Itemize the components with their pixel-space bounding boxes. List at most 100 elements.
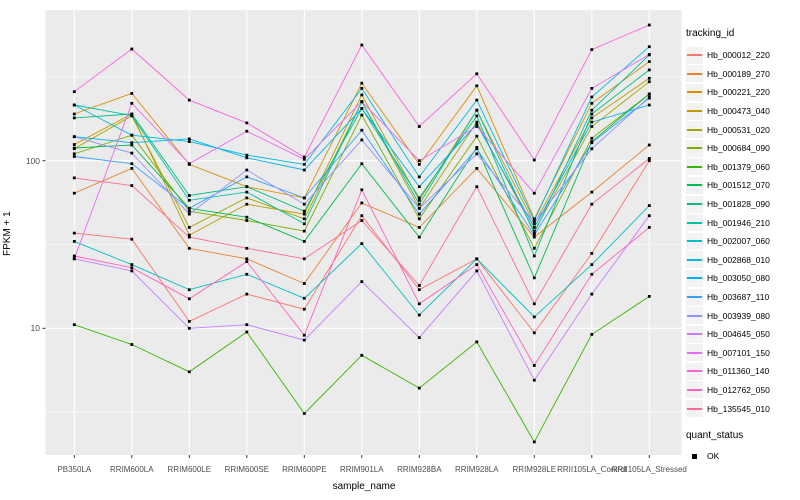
legend-item: Hb_000012_220 — [686, 46, 798, 65]
data-point — [245, 190, 249, 194]
legend-item-label: Hb_000012_220 — [707, 50, 770, 61]
data-point — [130, 343, 134, 346]
x-tick-label: PB350LA — [57, 465, 92, 474]
data-point — [475, 114, 479, 118]
data-point — [245, 175, 249, 179]
data-point — [647, 45, 651, 49]
legend-item: Hb_003939_080 — [686, 306, 798, 325]
data-point — [360, 138, 364, 142]
data-point — [475, 72, 479, 76]
data-point — [130, 237, 134, 241]
data-point — [647, 68, 651, 72]
data-point — [475, 340, 479, 344]
data-point — [532, 219, 536, 222]
data-point — [647, 60, 651, 63]
data-point — [130, 141, 134, 145]
data-point — [417, 196, 421, 200]
data-point — [590, 116, 594, 120]
legend-item-label: Hb_000473_040 — [707, 106, 770, 117]
data-point — [532, 378, 536, 382]
legend-item-label: Hb_000221_220 — [707, 87, 770, 98]
data-point — [187, 246, 191, 250]
data-point — [475, 185, 479, 189]
legend-item-label: Hb_000189_270 — [707, 68, 770, 79]
data-point — [187, 140, 191, 143]
data-point — [130, 101, 134, 105]
legend-item: Hb_003050_080 — [686, 269, 798, 288]
data-point — [187, 209, 191, 213]
data-point — [245, 257, 249, 261]
data-point — [130, 92, 134, 95]
data-point — [72, 240, 76, 243]
data-point — [245, 330, 249, 334]
data-point — [360, 219, 364, 222]
data-point — [532, 226, 536, 229]
data-point — [590, 108, 594, 112]
data-point — [302, 168, 306, 172]
legend-key-icon — [686, 269, 703, 287]
legend-item: Hb_011360_140 — [686, 362, 798, 381]
data-point — [360, 188, 364, 192]
data-point — [647, 76, 651, 80]
data-point — [130, 151, 134, 155]
data-point — [302, 412, 306, 415]
data-point — [302, 212, 306, 216]
data-point — [647, 226, 651, 229]
data-point — [302, 307, 306, 311]
legend-item-label: Hb_003939_080 — [707, 310, 770, 321]
data-point — [360, 353, 364, 357]
data-point — [647, 214, 651, 218]
data-point — [532, 254, 536, 258]
data-point — [590, 125, 594, 128]
data-point — [475, 98, 479, 102]
data-point — [187, 320, 191, 323]
data-point — [360, 81, 364, 85]
data-point — [302, 157, 306, 161]
data-point — [475, 147, 479, 151]
legend-key-icon — [686, 139, 703, 157]
data-point — [187, 326, 191, 330]
data-point — [72, 135, 76, 139]
data-point — [590, 333, 594, 336]
data-point — [590, 95, 594, 99]
data-point — [72, 176, 76, 180]
data-point — [475, 120, 479, 124]
legend-item-label: Hb_004645_050 — [707, 329, 770, 340]
data-point — [590, 147, 594, 151]
x-tick-label: RRIM600LA — [110, 465, 154, 474]
data-point — [245, 185, 249, 189]
data-point — [245, 292, 249, 296]
quant-status-title: quant_status — [686, 429, 744, 441]
data-point — [532, 231, 536, 235]
legend-item: Hb_001379_060 — [686, 158, 798, 177]
legend-item: Hb_003687_110 — [686, 288, 798, 307]
data-point — [245, 215, 249, 219]
data-point — [245, 202, 249, 206]
data-point — [532, 315, 536, 319]
data-point — [130, 263, 134, 266]
legend-item: Hb_001946_210 — [686, 213, 798, 232]
data-point — [72, 116, 76, 120]
data-point — [590, 101, 594, 105]
data-point — [302, 196, 306, 200]
ok-marker-icon — [686, 448, 703, 465]
data-point — [532, 302, 536, 306]
data-point — [417, 202, 421, 206]
data-point — [245, 272, 249, 276]
data-point — [532, 222, 536, 226]
data-point — [360, 214, 364, 218]
data-point — [302, 282, 306, 285]
y-axis-title: FPKM + 1 — [2, 211, 13, 256]
legend-key-icon — [686, 83, 703, 101]
data-point — [417, 313, 421, 317]
data-point — [72, 257, 76, 261]
data-point — [590, 190, 594, 194]
data-point — [302, 202, 306, 206]
legend-key-icon — [686, 195, 703, 213]
data-point — [187, 233, 191, 237]
data-point — [417, 163, 421, 166]
legend-item-label: Hb_000531_020 — [707, 124, 770, 135]
data-point — [475, 125, 479, 128]
legend-item: Hb_012762_050 — [686, 381, 798, 400]
